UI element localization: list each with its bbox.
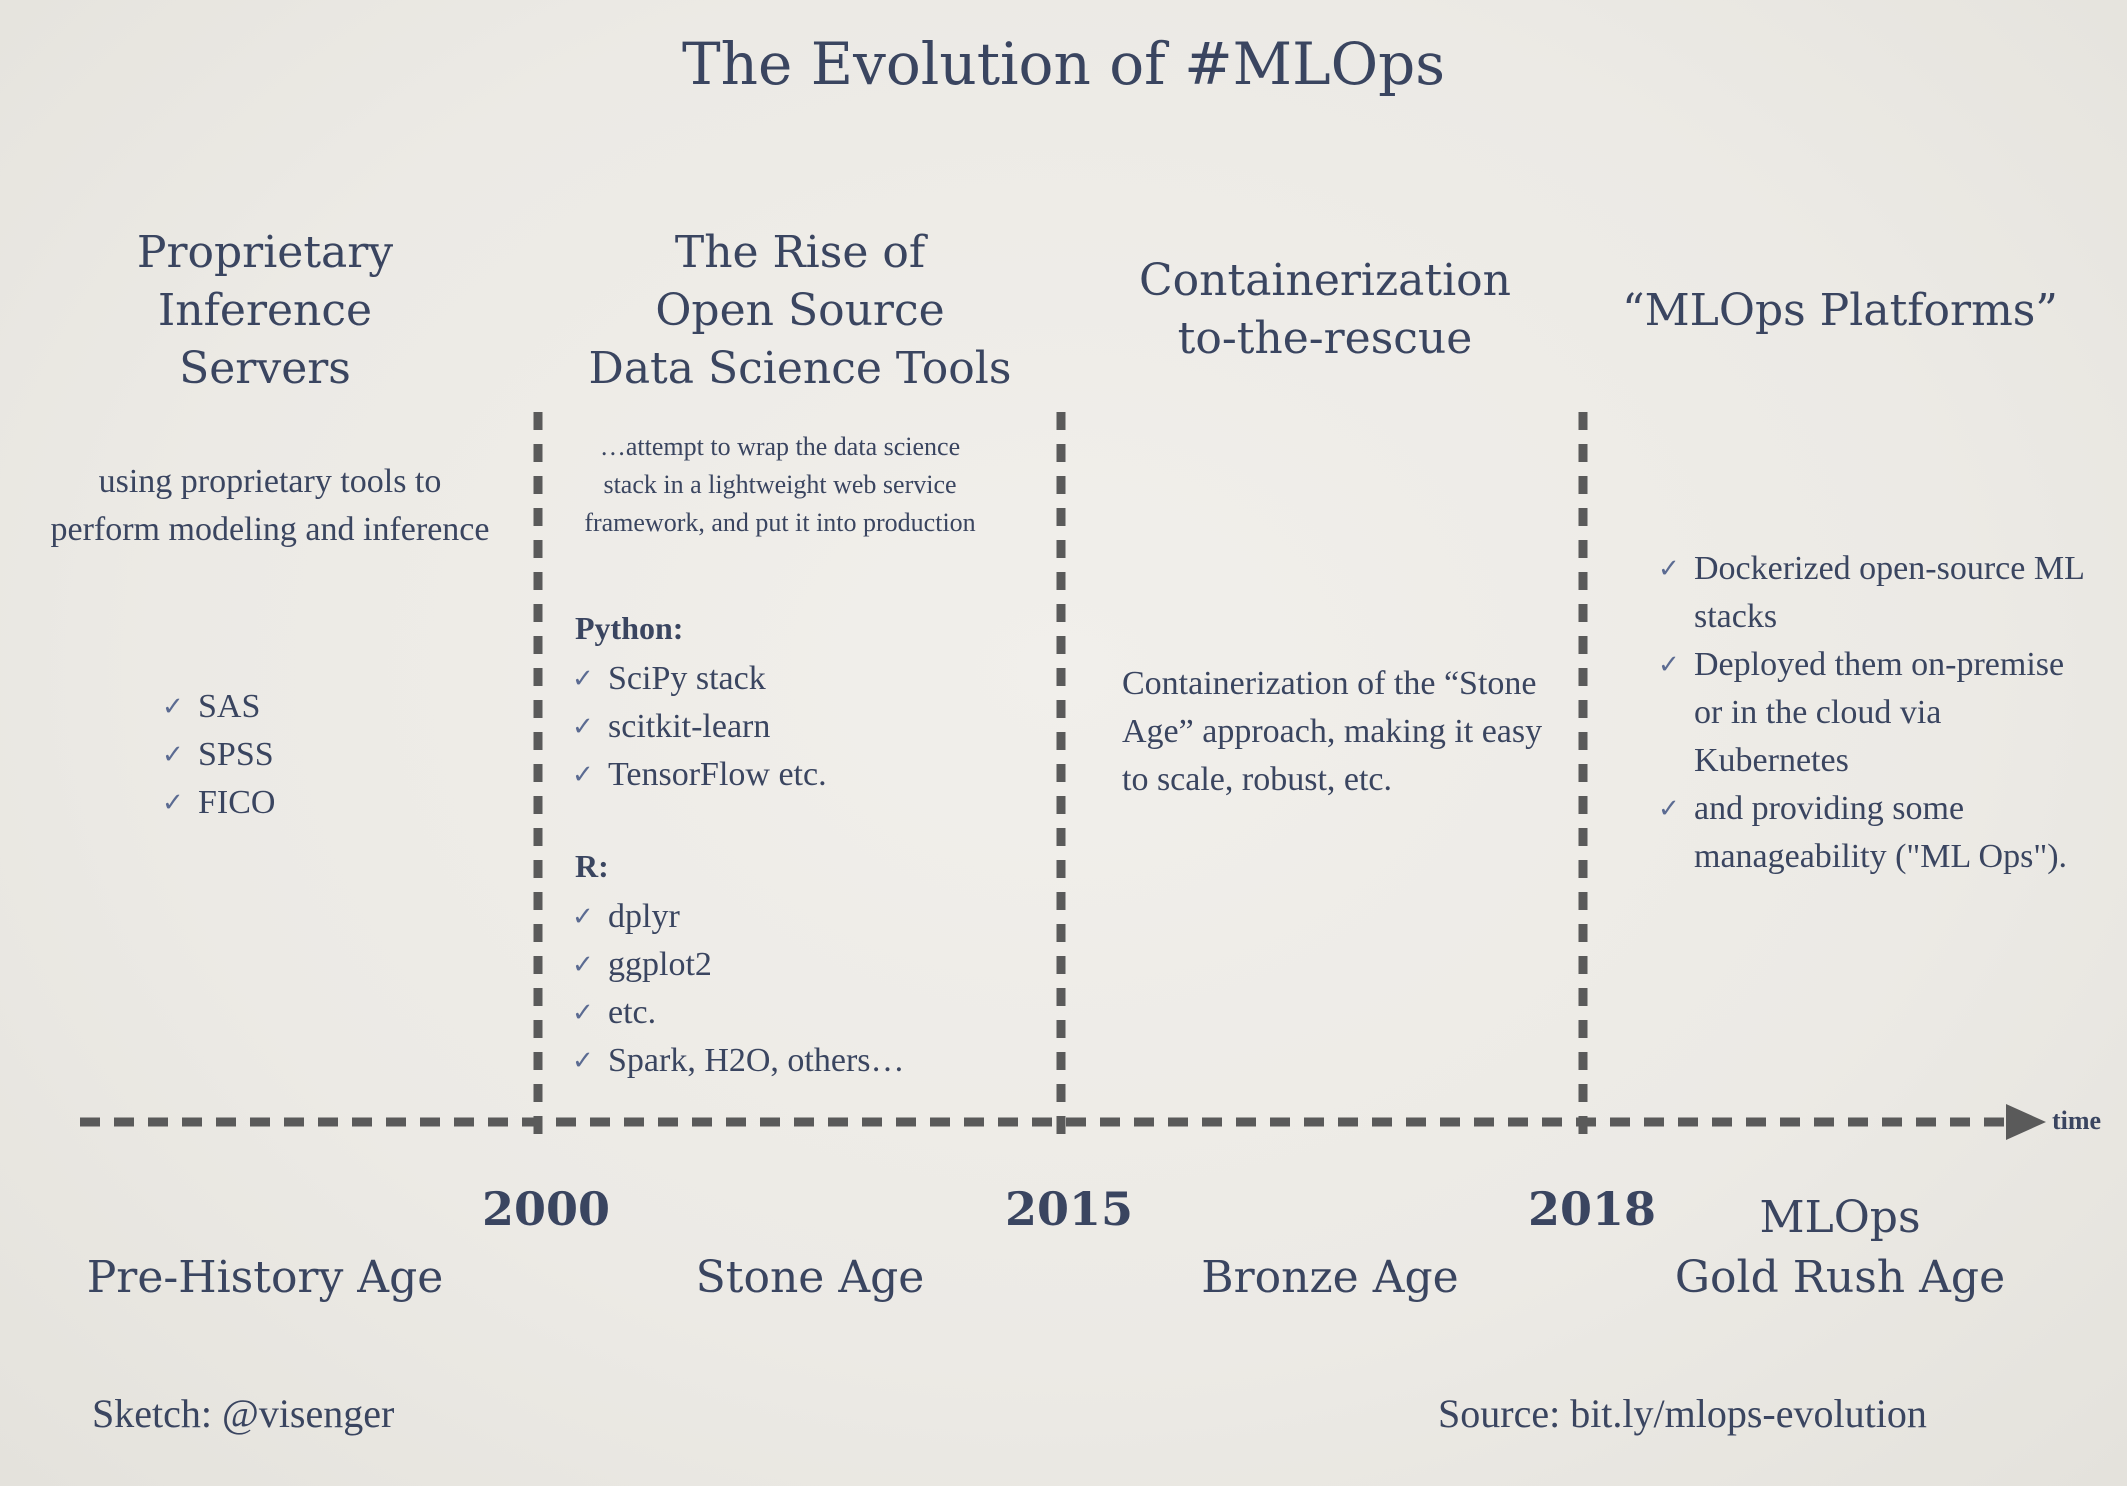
- list-item-label: ggplot2: [608, 946, 712, 983]
- column-4-title-line: “MLOps Platforms”: [1622, 285, 2058, 336]
- column-1-description: using proprietary tools to perform model…: [50, 463, 490, 548]
- list-item: ✓ SciPy stack: [572, 655, 827, 703]
- check-icon: ✓: [1658, 794, 1680, 824]
- diagram-title: The Evolution of #MLOps: [681, 30, 1446, 98]
- check-icon: ✓: [1658, 650, 1680, 680]
- list-item: ✓ Deployed them on-premise or in the clou…: [1658, 641, 2098, 785]
- column-3-title: Containerization to-the-rescue: [1100, 252, 1550, 368]
- list-item: ✓ and providing some manageability ("ML O…: [1658, 785, 2098, 881]
- list-item: ✓ TensorFlow etc.: [572, 751, 827, 799]
- list-item: ✓ etc.: [572, 989, 905, 1037]
- column-1-list: ✓ SAS ✓ SPSS ✓ FICO: [162, 683, 275, 827]
- column-3-title-line: to-the-rescue: [1177, 313, 1473, 364]
- column-4-list: ✓ Dockerized open-source ML stacks ✓ Deplo…: [1658, 545, 2098, 881]
- column-2-title: The Rise of Open Source Data Science Too…: [540, 224, 1060, 398]
- column-1-title: Proprietary Inference Servers: [60, 224, 470, 398]
- check-icon: ✓: [572, 664, 594, 694]
- check-icon: ✓: [162, 788, 184, 818]
- year-label-2000: 2000: [482, 1182, 611, 1236]
- check-icon: ✓: [572, 760, 594, 790]
- list-item-label: FICO: [198, 784, 276, 821]
- age-label-gold-rush: MLOps Gold Rush Age: [1640, 1188, 2040, 1308]
- r-heading: R:: [575, 848, 609, 884]
- age-label-line: Gold Rush Age: [1674, 1252, 2006, 1303]
- list-item-label: etc.: [608, 994, 657, 1031]
- list-item: ✓ dplyr: [572, 893, 905, 941]
- column-4-title: “MLOps Platforms”: [1600, 282, 2080, 340]
- list-item: ✓ ggplot2: [572, 941, 905, 989]
- check-icon: ✓: [572, 1046, 594, 1076]
- list-item-label: scitkit-learn: [608, 708, 771, 745]
- age-label-line: MLOps: [1759, 1192, 1921, 1243]
- check-icon: ✓: [572, 998, 594, 1028]
- list-item: ✓ SPSS: [162, 731, 275, 779]
- r-list: ✓ dplyr ✓ ggplot2 ✓ etc. ✓ Spark, H2O, other…: [572, 893, 905, 1085]
- column-2-title-line: Open Source: [655, 285, 945, 336]
- year-label-2018: 2018: [1528, 1182, 1657, 1236]
- check-icon: ✓: [572, 712, 594, 742]
- list-item: ✓ scitkit-learn: [572, 703, 827, 751]
- list-item: ✓ FICO: [162, 779, 275, 827]
- age-label-stone: Stone Age: [695, 1252, 925, 1303]
- column-2-title-line: The Rise of: [674, 227, 926, 278]
- python-heading: Python:: [575, 610, 684, 646]
- list-item-label: SPSS: [198, 736, 274, 773]
- list-item-label: Spark, H2O, others…: [608, 1042, 905, 1079]
- column-1-title-line: Proprietary: [136, 227, 394, 278]
- column-3-title-line: Containerization: [1139, 255, 1511, 306]
- sketch-credit: Sketch: @visenger: [92, 1391, 395, 1436]
- list-item-label: Deployed them on-premise or in the cloud…: [1694, 646, 2065, 779]
- list-item-label: and providing some manageability ("ML Op…: [1694, 790, 2068, 875]
- list-item-label: dplyr: [608, 898, 680, 935]
- source-link: Source: bit.ly/mlops-evolution: [1438, 1391, 1927, 1436]
- check-icon: ✓: [162, 740, 184, 770]
- check-icon: ✓: [162, 692, 184, 722]
- column-2-description: …attempt to wrap the data science stack …: [584, 432, 976, 537]
- python-list: ✓ SciPy stack ✓ scitkit-learn ✓ TensorFlow …: [572, 655, 827, 799]
- list-item: ✓ SAS: [162, 683, 275, 731]
- list-item: ✓ Spark, H2O, others…: [572, 1037, 905, 1085]
- column-1-title-line: Inference: [157, 285, 373, 336]
- list-item-label: Dockerized open-source ML stacks: [1694, 550, 2084, 635]
- age-label-pre-history: Pre-History Age: [86, 1252, 444, 1303]
- check-icon: ✓: [1658, 554, 1680, 584]
- list-item: ✓ Dockerized open-source ML stacks: [1658, 545, 2098, 641]
- time-axis-label: time: [2052, 1106, 2102, 1135]
- column-1-title-line: Servers: [179, 343, 351, 394]
- check-icon: ✓: [572, 902, 594, 932]
- age-label-bronze: Bronze Age: [1201, 1252, 1459, 1303]
- column-3-description: Containerization of the “Stone Age” appr…: [1122, 665, 1543, 798]
- list-item-label: SAS: [198, 688, 261, 725]
- list-item-label: SciPy stack: [608, 660, 766, 697]
- column-2-title-line: Data Science Tools: [588, 343, 1012, 394]
- list-item-label: TensorFlow etc.: [608, 756, 827, 793]
- check-icon: ✓: [572, 950, 594, 980]
- timeline-arrow-head: [2006, 1104, 2046, 1140]
- year-label-2015: 2015: [1005, 1182, 1134, 1236]
